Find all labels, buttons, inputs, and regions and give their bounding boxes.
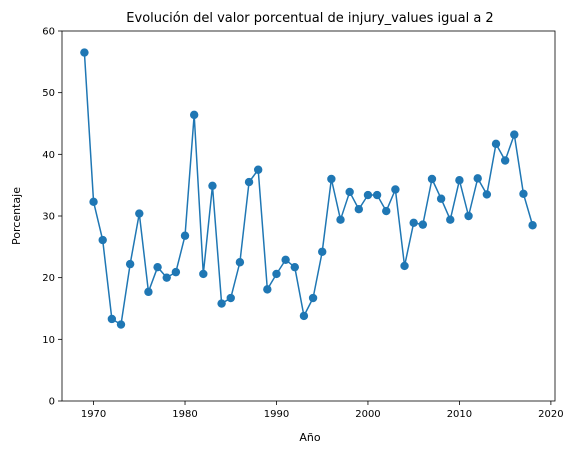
data-point <box>263 285 272 294</box>
data-point <box>125 259 135 269</box>
data-point <box>244 177 254 187</box>
y-tick-label: 20 <box>42 273 55 284</box>
data-point <box>281 255 290 264</box>
x-tick-label: 1990 <box>264 409 289 420</box>
data-point <box>318 247 327 256</box>
data-point <box>491 139 501 149</box>
data-point <box>482 190 492 199</box>
data-point <box>272 269 281 279</box>
data-point <box>409 218 418 227</box>
data-point <box>290 262 299 272</box>
y-tick-label: 60 <box>42 27 55 38</box>
data-point <box>162 273 171 282</box>
data-point <box>217 299 226 308</box>
data-point <box>107 314 117 324</box>
data-point <box>345 187 354 197</box>
data-point <box>473 174 482 183</box>
y-tick-label: 50 <box>42 88 55 99</box>
data-point <box>116 320 126 329</box>
data-point <box>144 287 153 297</box>
data-point <box>372 190 382 200</box>
y-tick-label: 10 <box>42 335 55 346</box>
data-point <box>171 267 181 277</box>
data-point <box>180 231 190 240</box>
data-point <box>528 221 537 230</box>
plot-area: 1970 1980 1990 2000 2010 2020 0 10 20 30 40 50 60 <box>42 27 563 421</box>
data-point <box>363 190 373 200</box>
x-tick-label: 2000 <box>355 409 380 420</box>
data-point <box>391 185 400 194</box>
data-point <box>226 293 235 303</box>
data-point <box>336 215 345 224</box>
x-tick-label: 1980 <box>172 409 197 420</box>
data-point <box>418 220 428 229</box>
data-point <box>135 209 144 218</box>
data-point <box>98 235 107 245</box>
data-point <box>519 189 528 198</box>
data-point <box>382 206 391 216</box>
x-tick-label: 2020 <box>538 409 563 420</box>
data-point <box>253 165 263 174</box>
data-point <box>89 197 98 207</box>
x-tick-label: 1970 <box>81 409 106 420</box>
data-point <box>436 194 446 203</box>
chart-title: Evolución del valor porcentual de injury… <box>126 11 493 26</box>
data-point <box>153 262 162 272</box>
data-point <box>299 311 309 321</box>
data-point <box>199 269 208 279</box>
y-axis-label: Porcentaje <box>10 187 23 245</box>
data-point <box>427 174 437 184</box>
y-tick-label: 30 <box>42 212 55 223</box>
data-point <box>446 215 455 224</box>
data-point <box>500 156 510 165</box>
x-tick-label: 2010 <box>447 409 472 420</box>
data-point <box>327 174 336 184</box>
y-tick-label: 0 <box>49 397 55 408</box>
data-point <box>80 48 89 57</box>
data-point <box>308 293 318 303</box>
y-tick-label: 40 <box>42 150 55 161</box>
data-point <box>510 130 519 139</box>
data-point <box>354 205 364 214</box>
data-point <box>455 176 464 185</box>
data-point <box>400 261 409 271</box>
data-point <box>235 258 245 267</box>
data-point <box>464 211 473 221</box>
data-point <box>189 110 199 120</box>
data-point <box>208 181 217 190</box>
x-axis-label: Año <box>299 431 320 444</box>
